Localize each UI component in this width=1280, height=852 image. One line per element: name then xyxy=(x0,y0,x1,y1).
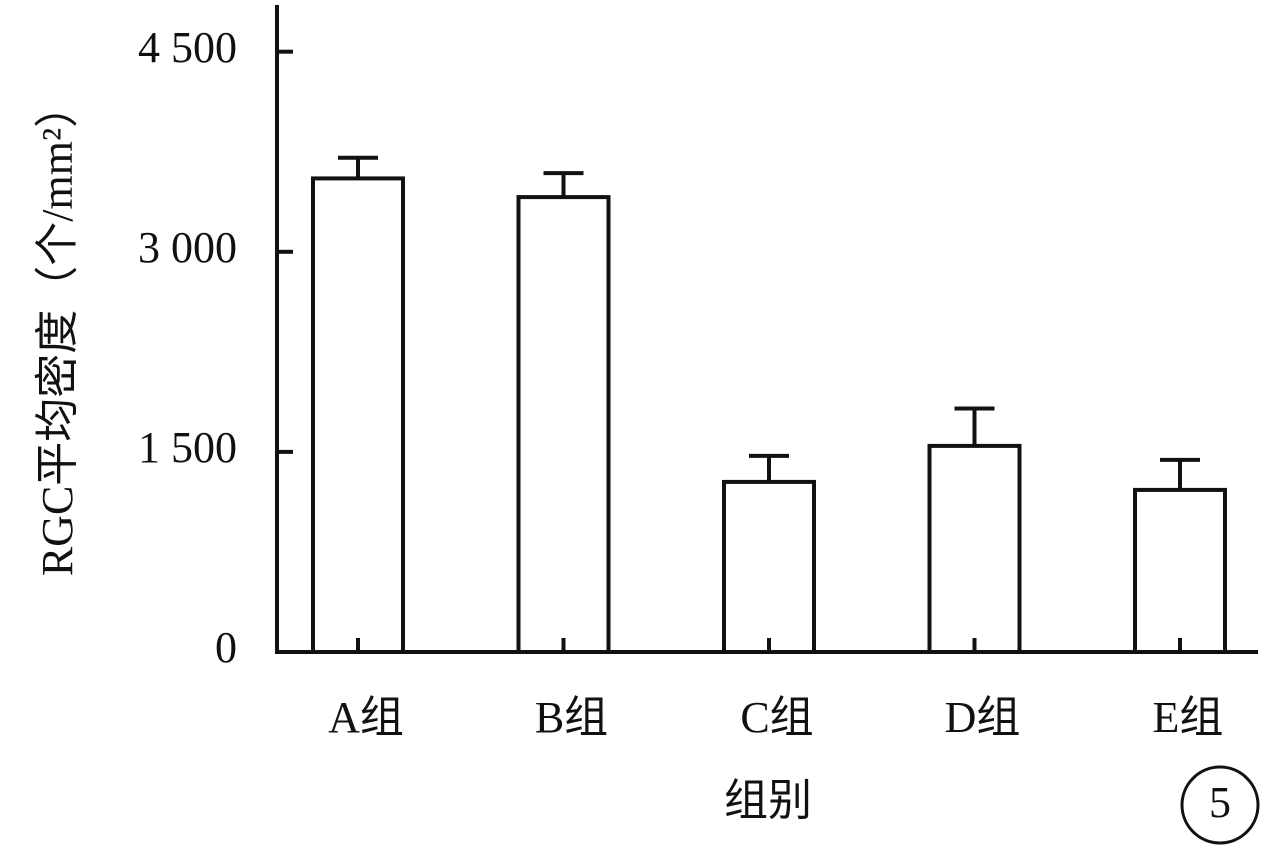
x-tick-label: B组 xyxy=(535,693,608,742)
y-tick-label: 4 500 xyxy=(138,23,237,72)
x-tick-label: D组 xyxy=(945,693,1021,742)
annotation: 5 xyxy=(1209,778,1231,827)
y-axis-label: RGC平均密度（个/mm²） xyxy=(33,84,82,576)
x-tick-label: A组 xyxy=(328,693,404,742)
bar xyxy=(927,443,1022,655)
bar xyxy=(311,176,405,655)
annotation-circle xyxy=(1180,765,1260,845)
bar xyxy=(1133,487,1227,655)
y-tick-label: 3 000 xyxy=(138,223,237,272)
y-tick-label: 1 500 xyxy=(138,423,237,472)
x-axis-label: 组别 xyxy=(724,776,812,825)
bar xyxy=(516,195,611,654)
y-tick-label: 0 xyxy=(215,623,237,672)
x-tick-label: E组 xyxy=(1153,693,1224,742)
x-tick-label: C组 xyxy=(740,693,813,742)
bar xyxy=(722,479,816,655)
